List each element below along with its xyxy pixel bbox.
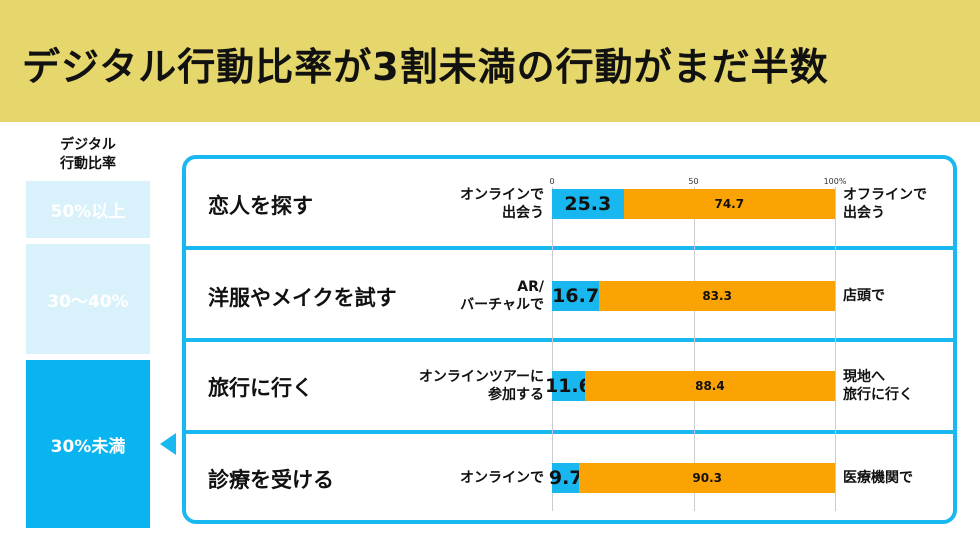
digital-option-label: AR/バーチャルで: [460, 278, 544, 314]
axis-tick-label: 0: [549, 177, 555, 186]
heading-line: 行動比率: [60, 156, 116, 172]
digital-option-label: オンラインで出会う: [460, 186, 544, 222]
pointer-triangle-icon: [160, 433, 176, 455]
label-line: 出会う: [502, 205, 544, 221]
stacked-bar: 11.6 88.4: [545, 371, 835, 401]
label-line: 旅行に行く: [843, 387, 913, 403]
digital-segment: 11.6: [545, 371, 592, 401]
title-band: [0, 0, 980, 122]
label-line: 参加する: [488, 387, 544, 403]
offline-segment: 74.7: [623, 189, 835, 219]
label-line: 出会う: [843, 205, 885, 221]
gridline: [552, 187, 553, 511]
page-title: デジタル行動比率が3割未満の行動がまだ半数: [22, 45, 829, 89]
level-under-30: 30%未満: [26, 360, 150, 528]
offline-option-label: 現地へ 旅行に行く: [843, 368, 913, 404]
offline-segment: 90.3: [579, 463, 835, 493]
label-line: 店頭で: [843, 288, 885, 304]
row-divider: [182, 246, 957, 250]
label-line: オンラインで: [460, 187, 544, 203]
label-line: 医療機関で: [843, 470, 913, 486]
activity-label: 恋人を探す: [208, 194, 313, 218]
axis-tick-label: 50: [688, 177, 699, 186]
row-divider: [182, 338, 957, 342]
offline-segment: 83.3: [599, 281, 835, 311]
digital-segment: 16.7: [552, 281, 600, 311]
label-line: AR/: [517, 279, 544, 295]
offline-option-label: 医療機関で: [843, 469, 913, 487]
heading-line: デジタル: [60, 137, 116, 153]
label-line: オンラインツアーに: [418, 369, 544, 385]
row-divider: [182, 430, 957, 434]
digital-ratio-heading: デジタル 行動比率: [26, 136, 150, 174]
stacked-bar: 9.7 90.3: [549, 463, 835, 493]
activity-label: 旅行に行く: [208, 376, 313, 400]
stacked-bar: 25.3 74.7: [552, 189, 835, 219]
axis-tick-label: 100%: [823, 177, 847, 186]
label-line: バーチャルで: [460, 297, 544, 313]
offline-option-label: オフラインで 出会う: [843, 186, 927, 222]
offline-segment: 88.4: [584, 371, 835, 401]
offline-option-label: 店頭で: [843, 287, 885, 305]
digital-segment: 9.7: [549, 463, 583, 493]
level-50-plus: 50%以上: [26, 181, 150, 238]
digital-option-label: オンラインツアーに参加する: [419, 368, 544, 404]
label-line: オンラインで: [460, 470, 544, 486]
gridline: [835, 187, 836, 511]
gridline: [693, 187, 695, 511]
label-line: オフラインで: [843, 187, 927, 203]
activity-label: 診療を受ける: [208, 468, 334, 492]
label-line: 現地へ: [843, 369, 885, 385]
digital-option-label: オンラインで: [460, 469, 544, 487]
stacked-bar: 16.7 83.3: [552, 281, 835, 311]
digital-segment: 25.3: [552, 189, 624, 219]
level-30-40: 30〜40%: [26, 244, 150, 354]
activity-label: 洋服やメイクを試す: [208, 286, 397, 310]
